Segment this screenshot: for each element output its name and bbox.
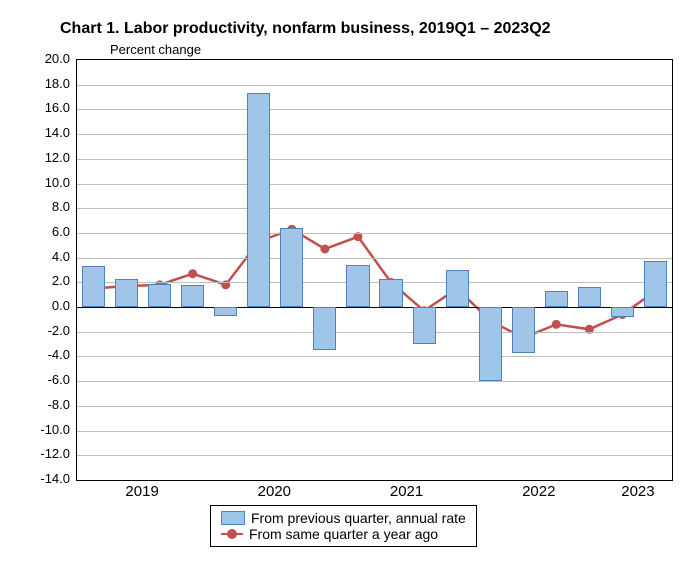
legend-bar-label: From previous quarter, annual rate (251, 510, 466, 526)
line-series (94, 229, 656, 338)
gridline (77, 381, 672, 382)
bar (479, 307, 502, 381)
bar (545, 291, 568, 307)
legend-item-line: From same quarter a year ago (221, 526, 466, 542)
bar (181, 285, 204, 307)
x-year-label: 2019 (125, 483, 158, 500)
bar (379, 279, 402, 307)
legend: From previous quarter, annual rate From … (210, 505, 477, 547)
bar (82, 266, 105, 307)
bar (512, 307, 535, 353)
bar (247, 93, 270, 307)
gridline (77, 184, 672, 185)
gridline (77, 406, 672, 407)
legend-line-swatch (221, 528, 243, 540)
bar (578, 287, 601, 307)
legend-bar-swatch (221, 511, 245, 525)
bar (446, 270, 469, 307)
line-series-svg (77, 60, 672, 480)
line-marker (321, 245, 329, 253)
productivity-chart: Chart 1. Labor productivity, nonfarm bus… (20, 20, 691, 547)
gridline (77, 134, 672, 135)
line-marker (189, 270, 197, 278)
x-year-label: 2021 (390, 483, 423, 500)
bar (313, 307, 336, 350)
bar (611, 307, 634, 317)
gridline (77, 85, 672, 86)
x-year-label: 2023 (621, 483, 654, 500)
gridline (77, 258, 672, 259)
plot-area (76, 59, 673, 481)
legend-line-label: From same quarter a year ago (249, 526, 438, 542)
chart-title: Chart 1. Labor productivity, nonfarm bus… (60, 20, 691, 38)
gridline (77, 208, 672, 209)
bar (280, 228, 303, 307)
legend-item-bar: From previous quarter, annual rate (221, 510, 466, 526)
gridline (77, 233, 672, 234)
x-year-label: 2020 (258, 483, 291, 500)
y-axis-label: Percent change (110, 42, 691, 57)
gridline (77, 159, 672, 160)
bar (644, 261, 667, 307)
gridline (77, 109, 672, 110)
gridline (77, 431, 672, 432)
bar (214, 307, 237, 316)
bar (413, 307, 436, 344)
bar (346, 265, 369, 307)
gridline (77, 455, 672, 456)
y-axis-ticks: 20.018.016.014.012.010.08.06.04.02.00.0-… (20, 59, 76, 479)
gridline (77, 356, 672, 357)
x-axis: 2019 2020 2021 2022 2023 (76, 481, 671, 505)
bar (148, 284, 171, 307)
zero-line (77, 307, 672, 308)
gridline (77, 332, 672, 333)
legend-line-marker (227, 529, 237, 539)
line-marker (552, 320, 560, 328)
x-year-label: 2022 (522, 483, 555, 500)
bar (115, 279, 138, 307)
